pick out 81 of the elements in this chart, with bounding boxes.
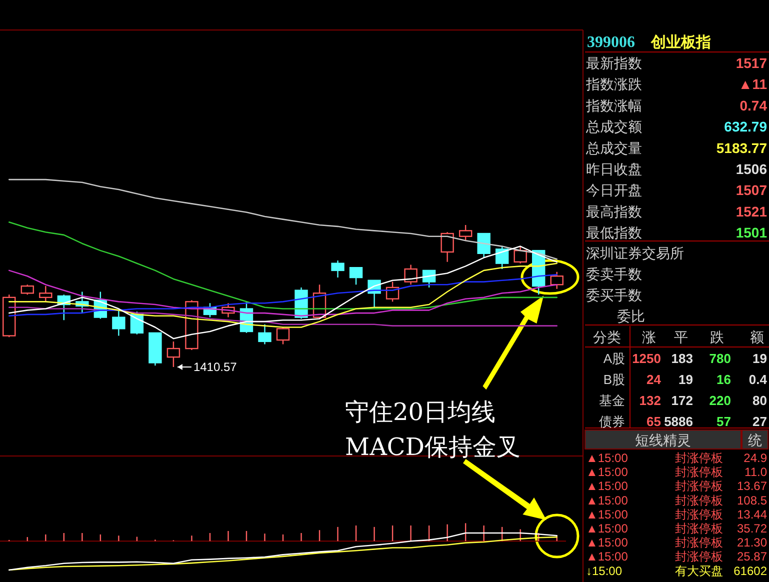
text: 1250 bbox=[632, 351, 661, 366]
category-label: 昨日收盘 bbox=[586, 161, 642, 177]
text: 19 bbox=[678, 372, 693, 387]
category-label: 委卖手数 bbox=[586, 266, 642, 282]
text: ▲15:00 bbox=[586, 536, 628, 550]
text: 632.79 bbox=[724, 118, 767, 135]
text: 封涨停板 bbox=[675, 465, 723, 480]
text: 创业板指 bbox=[650, 34, 711, 51]
text: 399006 bbox=[587, 34, 635, 51]
text: ▲15:00 bbox=[586, 493, 628, 508]
text: 19 bbox=[752, 351, 767, 366]
text: 平 bbox=[674, 329, 688, 345]
text: 债券 bbox=[599, 414, 625, 429]
text: 封涨停板 bbox=[675, 522, 723, 536]
text: 0.74 bbox=[740, 97, 767, 114]
text: 108.5 bbox=[736, 493, 768, 508]
text: 基金 bbox=[599, 393, 625, 408]
category-label: 委买手数 bbox=[586, 287, 642, 303]
text: 1517 bbox=[736, 55, 767, 71]
category-label: 深圳证券交易所 bbox=[586, 245, 684, 261]
text: 1506 bbox=[736, 161, 767, 177]
text: ▲15:00 bbox=[586, 550, 628, 564]
text: 跌 bbox=[710, 329, 724, 345]
text: 封涨停板 bbox=[675, 550, 723, 564]
text: ▲15:00 bbox=[586, 451, 628, 465]
text: 1507 bbox=[736, 182, 767, 198]
text: 封涨停板 bbox=[675, 451, 723, 465]
text: 80 bbox=[752, 393, 767, 408]
text: 5886 bbox=[664, 414, 693, 429]
text: 5183.77 bbox=[716, 140, 767, 156]
text: 分类 bbox=[593, 329, 621, 345]
text: ▲15:00 bbox=[586, 522, 628, 536]
text: 27 bbox=[752, 414, 767, 429]
text: 24.9 bbox=[744, 451, 768, 465]
text: A股 bbox=[603, 351, 625, 366]
text: 35.72 bbox=[736, 522, 768, 536]
text: 有大买盘 bbox=[675, 564, 723, 578]
text: 0.4 bbox=[748, 372, 768, 387]
text: 13.44 bbox=[736, 507, 768, 522]
text: ▲15:00 bbox=[586, 507, 628, 522]
text: 132 bbox=[639, 393, 661, 408]
category-label: 总成交额 bbox=[585, 118, 642, 135]
category-label: 最新指数 bbox=[586, 55, 642, 71]
text: 220 bbox=[709, 393, 731, 408]
text: B股 bbox=[603, 372, 625, 387]
text: 21.30 bbox=[736, 536, 768, 550]
annotation: 1410.57 bbox=[193, 360, 238, 374]
text: 780 bbox=[709, 351, 731, 366]
text: ▲15:00 bbox=[586, 479, 628, 494]
category-label: 指数涨幅 bbox=[585, 97, 642, 114]
text: 13.67 bbox=[736, 479, 768, 494]
text: 24 bbox=[646, 372, 662, 387]
text: 16 bbox=[716, 372, 731, 387]
text: ▲15:00 bbox=[586, 465, 628, 480]
text: ↓15:00 bbox=[586, 564, 622, 578]
text: 统 bbox=[748, 432, 762, 448]
text: 172 bbox=[671, 393, 693, 408]
text: 短线精灵 bbox=[635, 432, 691, 448]
text: 封涨停板 bbox=[675, 493, 723, 508]
text: MACD保持金叉 bbox=[345, 433, 521, 461]
text: 61602 bbox=[734, 564, 768, 578]
text: 守住20日均线 bbox=[345, 398, 496, 426]
category-label: 今日开盘 bbox=[586, 182, 642, 198]
category-label: 总成交量 bbox=[585, 140, 642, 156]
text: 1521 bbox=[736, 203, 767, 220]
category-label: 最高指数 bbox=[586, 203, 642, 220]
text: 封涨停板 bbox=[675, 507, 723, 522]
text: 183 bbox=[671, 351, 693, 366]
text: 封涨停板 bbox=[675, 536, 723, 550]
text: 1501 bbox=[736, 224, 767, 241]
text: 封涨停板 bbox=[675, 479, 723, 494]
category-label: 指数涨跌 bbox=[585, 76, 642, 92]
text: 11.0 bbox=[744, 465, 768, 480]
text: 额 bbox=[750, 329, 764, 345]
text: 65 bbox=[646, 414, 661, 429]
text: 涨 bbox=[642, 329, 656, 345]
category-label: 最低指数 bbox=[586, 224, 642, 241]
category-label: 委比 bbox=[617, 308, 645, 324]
text: 57 bbox=[716, 414, 731, 429]
text: ▲11 bbox=[738, 76, 767, 92]
text: 25.87 bbox=[736, 550, 768, 564]
